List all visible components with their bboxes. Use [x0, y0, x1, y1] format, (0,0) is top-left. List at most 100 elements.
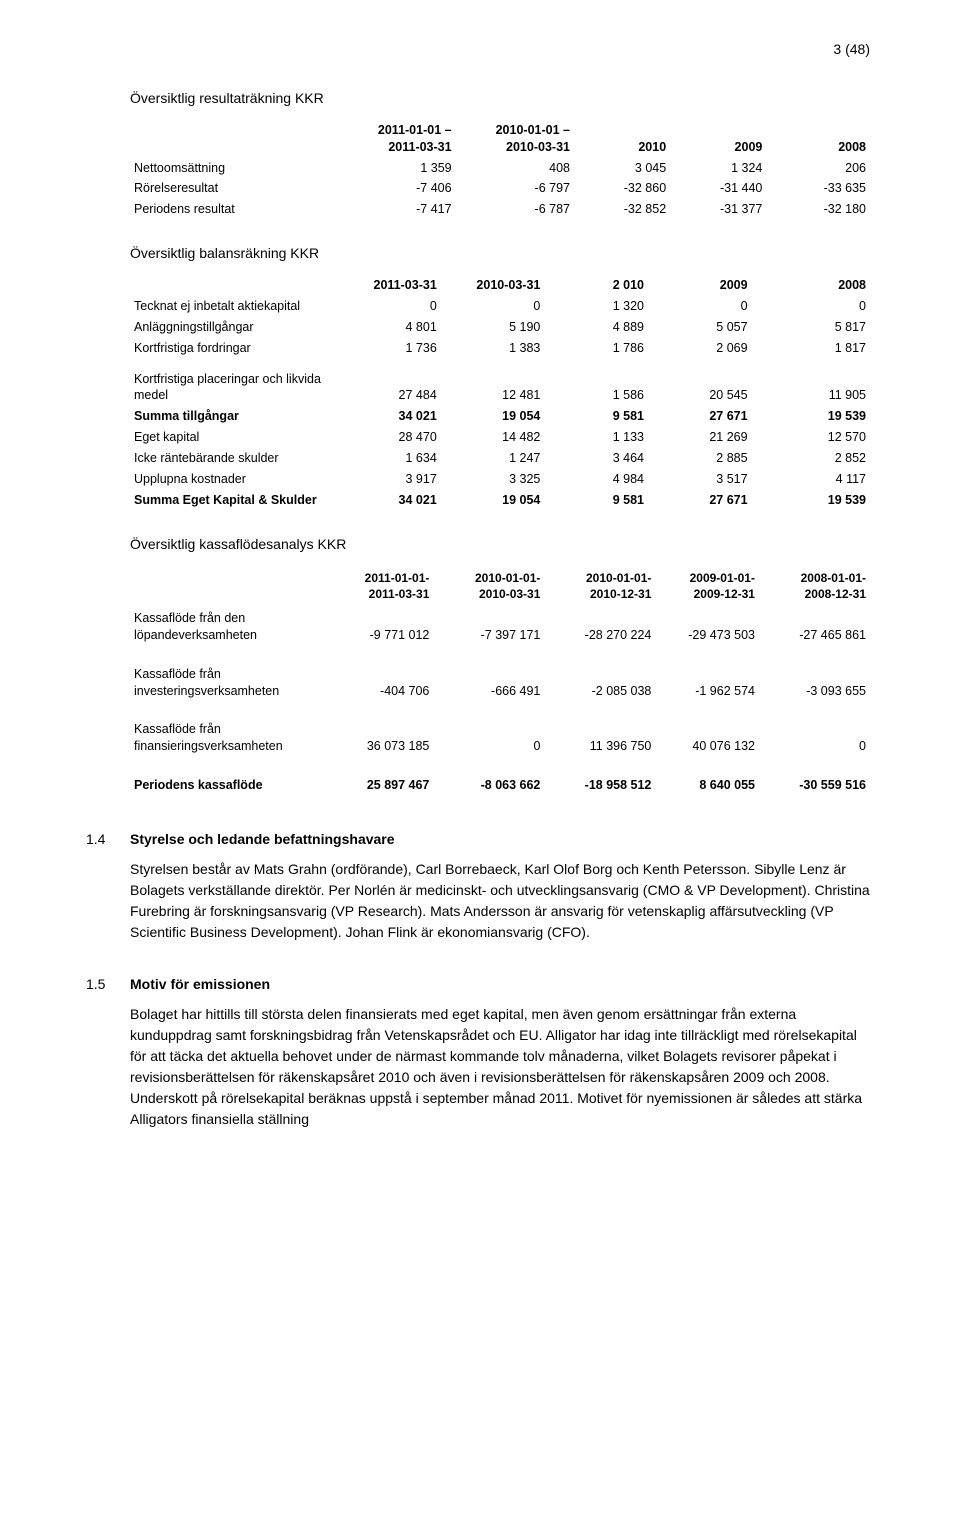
cell: -666 491 — [433, 662, 544, 704]
sec15-title: Motiv för emissionen — [130, 975, 270, 994]
cell: 1 786 — [544, 338, 648, 359]
table-row: Summa Eget Kapital & Skulder34 02119 054… — [130, 490, 870, 511]
col-header: 2008 — [766, 120, 870, 158]
cell: -6 787 — [456, 199, 574, 220]
cell: 3 917 — [337, 469, 441, 490]
cell: 19 054 — [441, 490, 545, 511]
cell: 36 073 185 — [322, 717, 433, 759]
sec14-para: Styrelsen består av Mats Grahn (ordföran… — [130, 859, 870, 943]
cell: -7 397 171 — [433, 606, 544, 648]
cell: -27 465 861 — [759, 606, 870, 648]
table-row: Icke räntebärande skulder1 6341 2473 464… — [130, 448, 870, 469]
cell: 12 481 — [441, 369, 545, 407]
cell — [322, 703, 433, 717]
table-row: Tecknat ej inbetalt aktiekapital001 3200… — [130, 296, 870, 317]
col-header: 2009-01-01-2009-12-31 — [655, 566, 759, 606]
col-header: 2008-01-01-2008-12-31 — [759, 566, 870, 606]
cell: 0 — [337, 296, 441, 317]
cell: -18 958 512 — [544, 773, 655, 798]
cell: -7 417 — [337, 199, 455, 220]
cell: 11 396 750 — [544, 717, 655, 759]
cell: 8 640 055 — [655, 773, 759, 798]
col-header: 2011-03-31 — [337, 275, 441, 296]
sec15-heading: 1.5 Motiv för emissionen — [86, 975, 870, 994]
col-header: 2010-01-01-2010-12-31 — [544, 566, 655, 606]
cell: 1 383 — [441, 338, 545, 359]
row-label — [130, 759, 322, 773]
cell: -7 406 — [337, 178, 455, 199]
cell: 40 076 132 — [655, 717, 759, 759]
cell: 3 045 — [574, 158, 670, 179]
cell — [759, 759, 870, 773]
cell: 21 269 — [648, 427, 752, 448]
row-label: Anläggningstillgångar — [130, 317, 337, 338]
cell — [544, 359, 648, 369]
cell: 25 897 467 — [322, 773, 433, 798]
cell: 34 021 — [337, 406, 441, 427]
row-label: Eget kapital — [130, 427, 337, 448]
row-label — [130, 703, 322, 717]
cell: 1 634 — [337, 448, 441, 469]
cell: 1 133 — [544, 427, 648, 448]
table-row: Periodens kassaflöde25 897 467-8 063 662… — [130, 773, 870, 798]
table-row: Kassaflöde från finansieringsverksamhete… — [130, 717, 870, 759]
col-header: 2 010 — [544, 275, 648, 296]
row-label: Kortfristiga fordringar — [130, 338, 337, 359]
cell: 9 581 — [544, 490, 648, 511]
row-label: Tecknat ej inbetalt aktiekapital — [130, 296, 337, 317]
col-header — [130, 566, 322, 606]
col-header: 2010-01-01 –2010-03-31 — [456, 120, 574, 158]
row-label: Rörelseresultat — [130, 178, 337, 199]
cell: 19 539 — [752, 406, 870, 427]
cell — [759, 648, 870, 662]
col-header: 2010-03-31 — [441, 275, 545, 296]
cell: 0 — [433, 717, 544, 759]
table-row: Kassaflöde från den löpandeverksamheten-… — [130, 606, 870, 648]
col-header: 2010-01-01-2010-03-31 — [433, 566, 544, 606]
cell: 27 671 — [648, 490, 752, 511]
cell — [655, 703, 759, 717]
cell: -28 270 224 — [544, 606, 655, 648]
cell: 1 359 — [337, 158, 455, 179]
sec14-num: 1.4 — [86, 830, 130, 849]
row-label: Summa Eget Kapital & Skulder — [130, 490, 337, 511]
table-row: Kortfristiga fordringar1 7361 3831 7862 … — [130, 338, 870, 359]
cell: -32 852 — [574, 199, 670, 220]
col-header: 2011-01-01-2011-03-31 — [322, 566, 433, 606]
cell: -31 377 — [670, 199, 766, 220]
page: 3 (48) Översiktlig resultaträkning KKR 2… — [0, 0, 960, 1204]
table-row: Eget kapital28 47014 4821 13321 26912 57… — [130, 427, 870, 448]
sec15-num: 1.5 — [86, 975, 130, 994]
row-label: Kassaflöde från investeringsverksamheten — [130, 662, 322, 704]
col-header: 2009 — [670, 120, 766, 158]
table-row: Kassaflöde från investeringsverksamheten… — [130, 662, 870, 704]
col-header — [130, 120, 337, 158]
cell: 1 736 — [337, 338, 441, 359]
cell: -1 962 574 — [655, 662, 759, 704]
table-row — [130, 648, 870, 662]
sec14-heading: 1.4 Styrelse och ledande befattningshava… — [86, 830, 870, 849]
t2-thead: 2011-03-312010-03-312 01020092008 — [130, 275, 870, 296]
row-label: Summa tillgångar — [130, 406, 337, 427]
cell: -2 085 038 — [544, 662, 655, 704]
table-row: Nettoomsättning1 3594083 0451 324206 — [130, 158, 870, 179]
cell — [544, 648, 655, 662]
t3-thead: 2011-01-01-2011-03-312010-01-01-2010-03-… — [130, 566, 870, 606]
cell: 4 117 — [752, 469, 870, 490]
cell: 1 586 — [544, 369, 648, 407]
cell: 28 470 — [337, 427, 441, 448]
row-label: Upplupna kostnader — [130, 469, 337, 490]
row-label: Nettoomsättning — [130, 158, 337, 179]
col-header — [130, 275, 337, 296]
cell: -32 860 — [574, 178, 670, 199]
cell: -9 771 012 — [322, 606, 433, 648]
table-row — [130, 703, 870, 717]
cell: 20 545 — [648, 369, 752, 407]
cell: 5 057 — [648, 317, 752, 338]
cell: 0 — [441, 296, 545, 317]
cell: 4 984 — [544, 469, 648, 490]
col-header: 2008 — [752, 275, 870, 296]
t1-title: Översiktlig resultaträkning KKR — [130, 89, 870, 108]
cell: 3 325 — [441, 469, 545, 490]
table-row: Kortfristiga placeringar och likvida med… — [130, 369, 870, 407]
